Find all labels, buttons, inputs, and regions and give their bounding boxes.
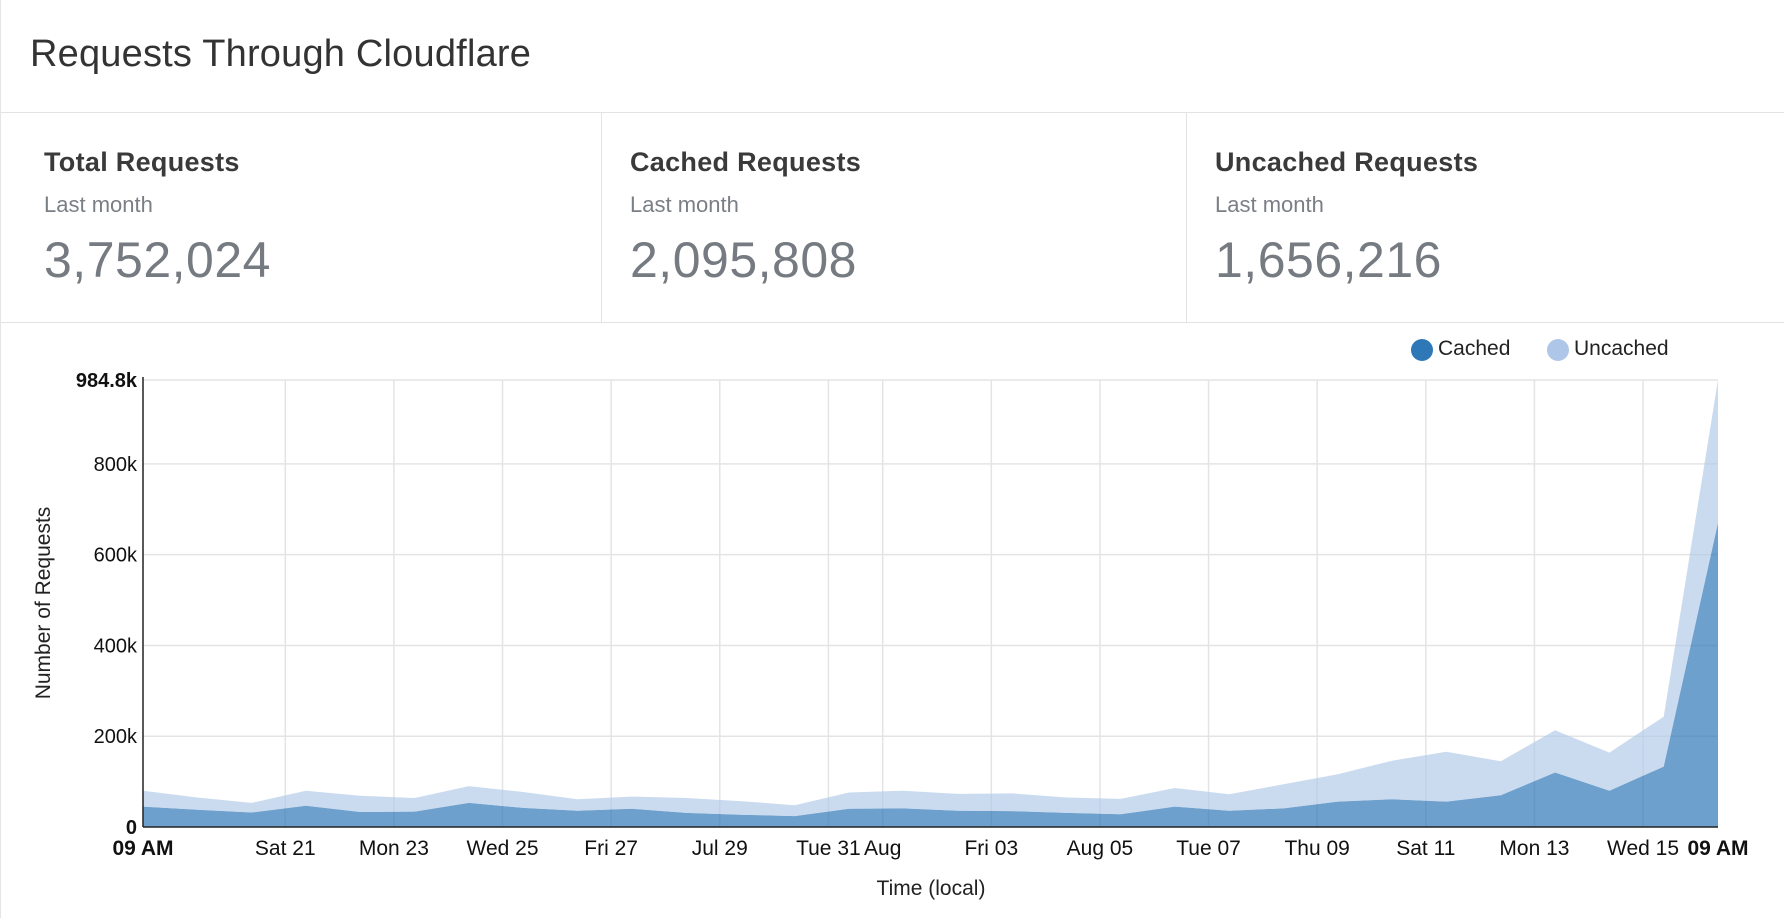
x-tick-label: Fri 27 — [584, 837, 638, 860]
chart-axes: 0 200k 400k 600k 800k 984.8k 09 AM Sat 21 Mon 23… — [76, 370, 1749, 860]
y-axis-label: Number of Requests — [32, 507, 55, 700]
x-tick-label: Aug — [864, 837, 901, 860]
stat-period: Last month — [1215, 192, 1324, 217]
x-tick-label: Jul 29 — [692, 837, 748, 860]
x-tick-label: Wed 15 — [1607, 837, 1679, 860]
x-tick-label: Tue 31 — [796, 837, 861, 860]
y-tick-label: 400k — [94, 635, 138, 657]
requests-area-chart: 0 200k 400k 600k 800k 984.8k 09 AM Sat 21 Mon 23… — [32, 370, 1749, 900]
stat-value: 3,752,024 — [44, 232, 271, 288]
stat-period: Last month — [44, 192, 153, 217]
page-title: Requests Through Cloudflare — [30, 33, 532, 75]
stat-label: Total Requests — [44, 147, 240, 177]
legend-label: Uncached — [1574, 337, 1669, 360]
x-tick-label: 09 AM — [1687, 837, 1748, 860]
y-tick-label: 200k — [94, 726, 138, 748]
stat-value: 1,656,216 — [1215, 232, 1442, 288]
stat-label: Uncached Requests — [1215, 147, 1479, 177]
area-cached — [143, 522, 1718, 827]
stat-cached-requests: Cached Requests Last month 2,095,808 — [601, 113, 1186, 322]
stat-label: Cached Requests — [630, 147, 862, 177]
y-tick-label: 984.8k — [76, 370, 138, 392]
x-axis-label: Time (local) — [877, 877, 986, 900]
x-tick-label: Mon 23 — [359, 837, 429, 860]
x-tick-label: Mon 13 — [1499, 837, 1569, 860]
y-tick-label: 600k — [94, 545, 138, 567]
y-tick-label: 800k — [94, 454, 138, 476]
stat-uncached-requests: Uncached Requests Last month 1,656,216 — [1186, 113, 1784, 322]
legend-dot-cached-icon — [1411, 339, 1433, 361]
x-tick-label: Thu 09 — [1284, 837, 1349, 860]
panel-header: Requests Through Cloudflare — [1, 0, 1784, 113]
y-tick-label: 0 — [126, 817, 137, 839]
chart-areas — [143, 379, 1718, 827]
area-uncached — [143, 379, 1718, 817]
x-tick-label: 09 AM — [112, 837, 173, 860]
stat-value: 2,095,808 — [630, 232, 857, 288]
x-tick-label: Sat 21 — [255, 837, 316, 860]
x-tick-label: Wed 25 — [467, 837, 539, 860]
x-tick-label: Sat 11 — [1396, 837, 1455, 860]
stats-row: Total Requests Last month 3,752,024 Cach… — [1, 113, 1784, 323]
legend-dot-uncached-icon — [1547, 339, 1569, 361]
stat-total-requests: Total Requests Last month 3,752,024 — [1, 113, 601, 322]
x-tick-label: Fri 03 — [964, 837, 1018, 860]
x-tick-label: Aug 05 — [1067, 837, 1134, 860]
legend-label: Cached — [1438, 337, 1511, 360]
stat-period: Last month — [630, 192, 739, 217]
x-tick-label: Tue 07 — [1176, 837, 1241, 860]
